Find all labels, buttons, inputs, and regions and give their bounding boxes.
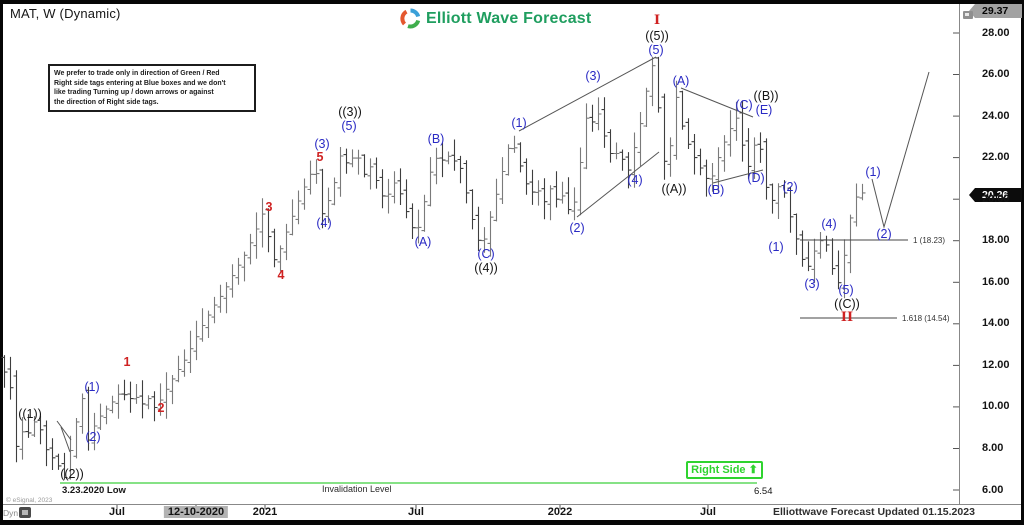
logo-icon [400, 8, 421, 29]
mode-label: Dyn [3, 508, 19, 518]
watermark-label: Elliottwave Forecast Updated 01.15.2023 [773, 506, 975, 518]
wave-label: (3) [314, 137, 329, 151]
wave-label: ((A)) [662, 182, 687, 196]
wave-label: ((B)) [754, 89, 779, 103]
wave-label: (5) [838, 283, 853, 297]
right-side-label: Right Side [691, 464, 746, 476]
wave-label: ((4)) [474, 261, 498, 275]
wave-label: (1) [865, 165, 880, 179]
wave-label: (A) [415, 235, 432, 249]
price-axis-label: 10.00 [982, 400, 1010, 412]
trendline [60, 426, 71, 453]
wave-label: 1 [124, 355, 131, 369]
note-line: Right side tags entering at Blue boxes a… [54, 79, 226, 87]
wave-label: (2) [569, 221, 584, 235]
price-axis-label: 8.00 [982, 442, 1004, 454]
wave-label: (4) [821, 217, 836, 231]
last-price-tag: 20.26 [969, 188, 1022, 202]
trendline [576, 151, 660, 218]
trendline [56, 420, 72, 441]
wave-label: (2) [876, 227, 891, 241]
wave-label: (3) [804, 277, 819, 291]
ohlc-bars-up [19, 56, 866, 480]
symbol-title: MAT, W (Dynamic) [10, 6, 121, 21]
price-axis-label: 24.00 [982, 110, 1010, 122]
wave-label: (C) [735, 98, 752, 112]
date-tick: 2022 [547, 506, 573, 518]
date-tick: Jul [408, 506, 424, 518]
wave-label: (C) [477, 247, 494, 261]
wave-label: ((1)) [18, 407, 42, 421]
date-tick: 12-10-2020 [163, 506, 229, 518]
trendline [680, 87, 754, 118]
wave-label: (D) [747, 171, 764, 185]
price-axis-label: 12.00 [982, 359, 1010, 371]
wave-label: 5 [317, 150, 324, 164]
wave-label: ((5)) [645, 29, 669, 43]
wave-label: (B) [708, 183, 725, 197]
invalidation-label: Invalidation Level [322, 484, 392, 494]
logo-text: Elliott Wave Forecast [426, 9, 592, 27]
mode-icon[interactable] [19, 507, 31, 518]
projection-line [871, 71, 930, 229]
wave-label: (5) [341, 119, 356, 133]
price-axis-label: 18.00 [982, 234, 1010, 246]
wave-label: II [841, 310, 853, 325]
up-arrow-icon: ⬆ [748, 464, 758, 476]
wave-label: (4) [627, 173, 642, 187]
price-axis-label: 26.00 [982, 68, 1010, 80]
price-axis-label: 14.00 [982, 317, 1010, 329]
wave-label: (A) [673, 74, 690, 88]
wave-label: I [654, 13, 660, 28]
note-line: We prefer to trade only in direction of … [54, 70, 220, 77]
date-tick: 2021 [252, 506, 278, 518]
date-tick: Jul [109, 506, 125, 518]
trendline [712, 169, 764, 184]
note-line: the direction of Right side tags. [54, 98, 159, 106]
wave-label: 3 [266, 200, 273, 214]
wave-label: ((C)) [834, 297, 860, 311]
wave-label: (1) [768, 240, 783, 254]
price-axis-label: 28.00 [982, 27, 1010, 39]
wave-label: (2) [782, 180, 797, 194]
wave-label: (3) [585, 69, 600, 83]
invalidation-value: 6.54 [754, 486, 773, 497]
wave-label: (E) [756, 103, 773, 117]
brand-logo: Elliott Wave Forecast [400, 8, 591, 29]
right-side-tag: Right Side ⬆ [686, 461, 763, 479]
price-axis-label: 6.00 [982, 484, 1004, 496]
note-line: like trading Turning up / down arrows or… [54, 89, 214, 96]
wave-label: 2 [158, 401, 165, 415]
price-axis-label: 20.00 [982, 193, 1010, 205]
trade-note-box: We prefer to trade only in direction of … [48, 64, 256, 112]
wave-label: (B) [428, 132, 445, 146]
wave-label: (2) [85, 430, 100, 444]
fib-line-label: 1 (18.23) [913, 236, 945, 245]
trendline [518, 56, 657, 132]
wave-label: ((3)) [338, 105, 362, 119]
ohlc-bars-down [1, 56, 842, 480]
wave-label: ((2)) [60, 467, 84, 481]
wave-label: 4 [278, 268, 285, 282]
wave-label: (4) [316, 216, 331, 230]
low-date-label: 3.23.2020 Low [62, 485, 126, 496]
copyright-label: © eSignal, 2023 [6, 497, 53, 504]
wave-label: (1) [511, 116, 526, 130]
date-tick: Jul [700, 506, 716, 518]
fib-line-label: 1.618 (14.54) [902, 314, 950, 323]
high-price-tag: 29.37 [969, 4, 1022, 18]
price-axis-label: 16.00 [982, 276, 1010, 288]
wave-label: (1) [84, 380, 99, 394]
wave-label: (5) [648, 43, 663, 57]
price-axis-label: 22.00 [982, 151, 1010, 163]
chart-settings-icon[interactable] [963, 11, 973, 19]
